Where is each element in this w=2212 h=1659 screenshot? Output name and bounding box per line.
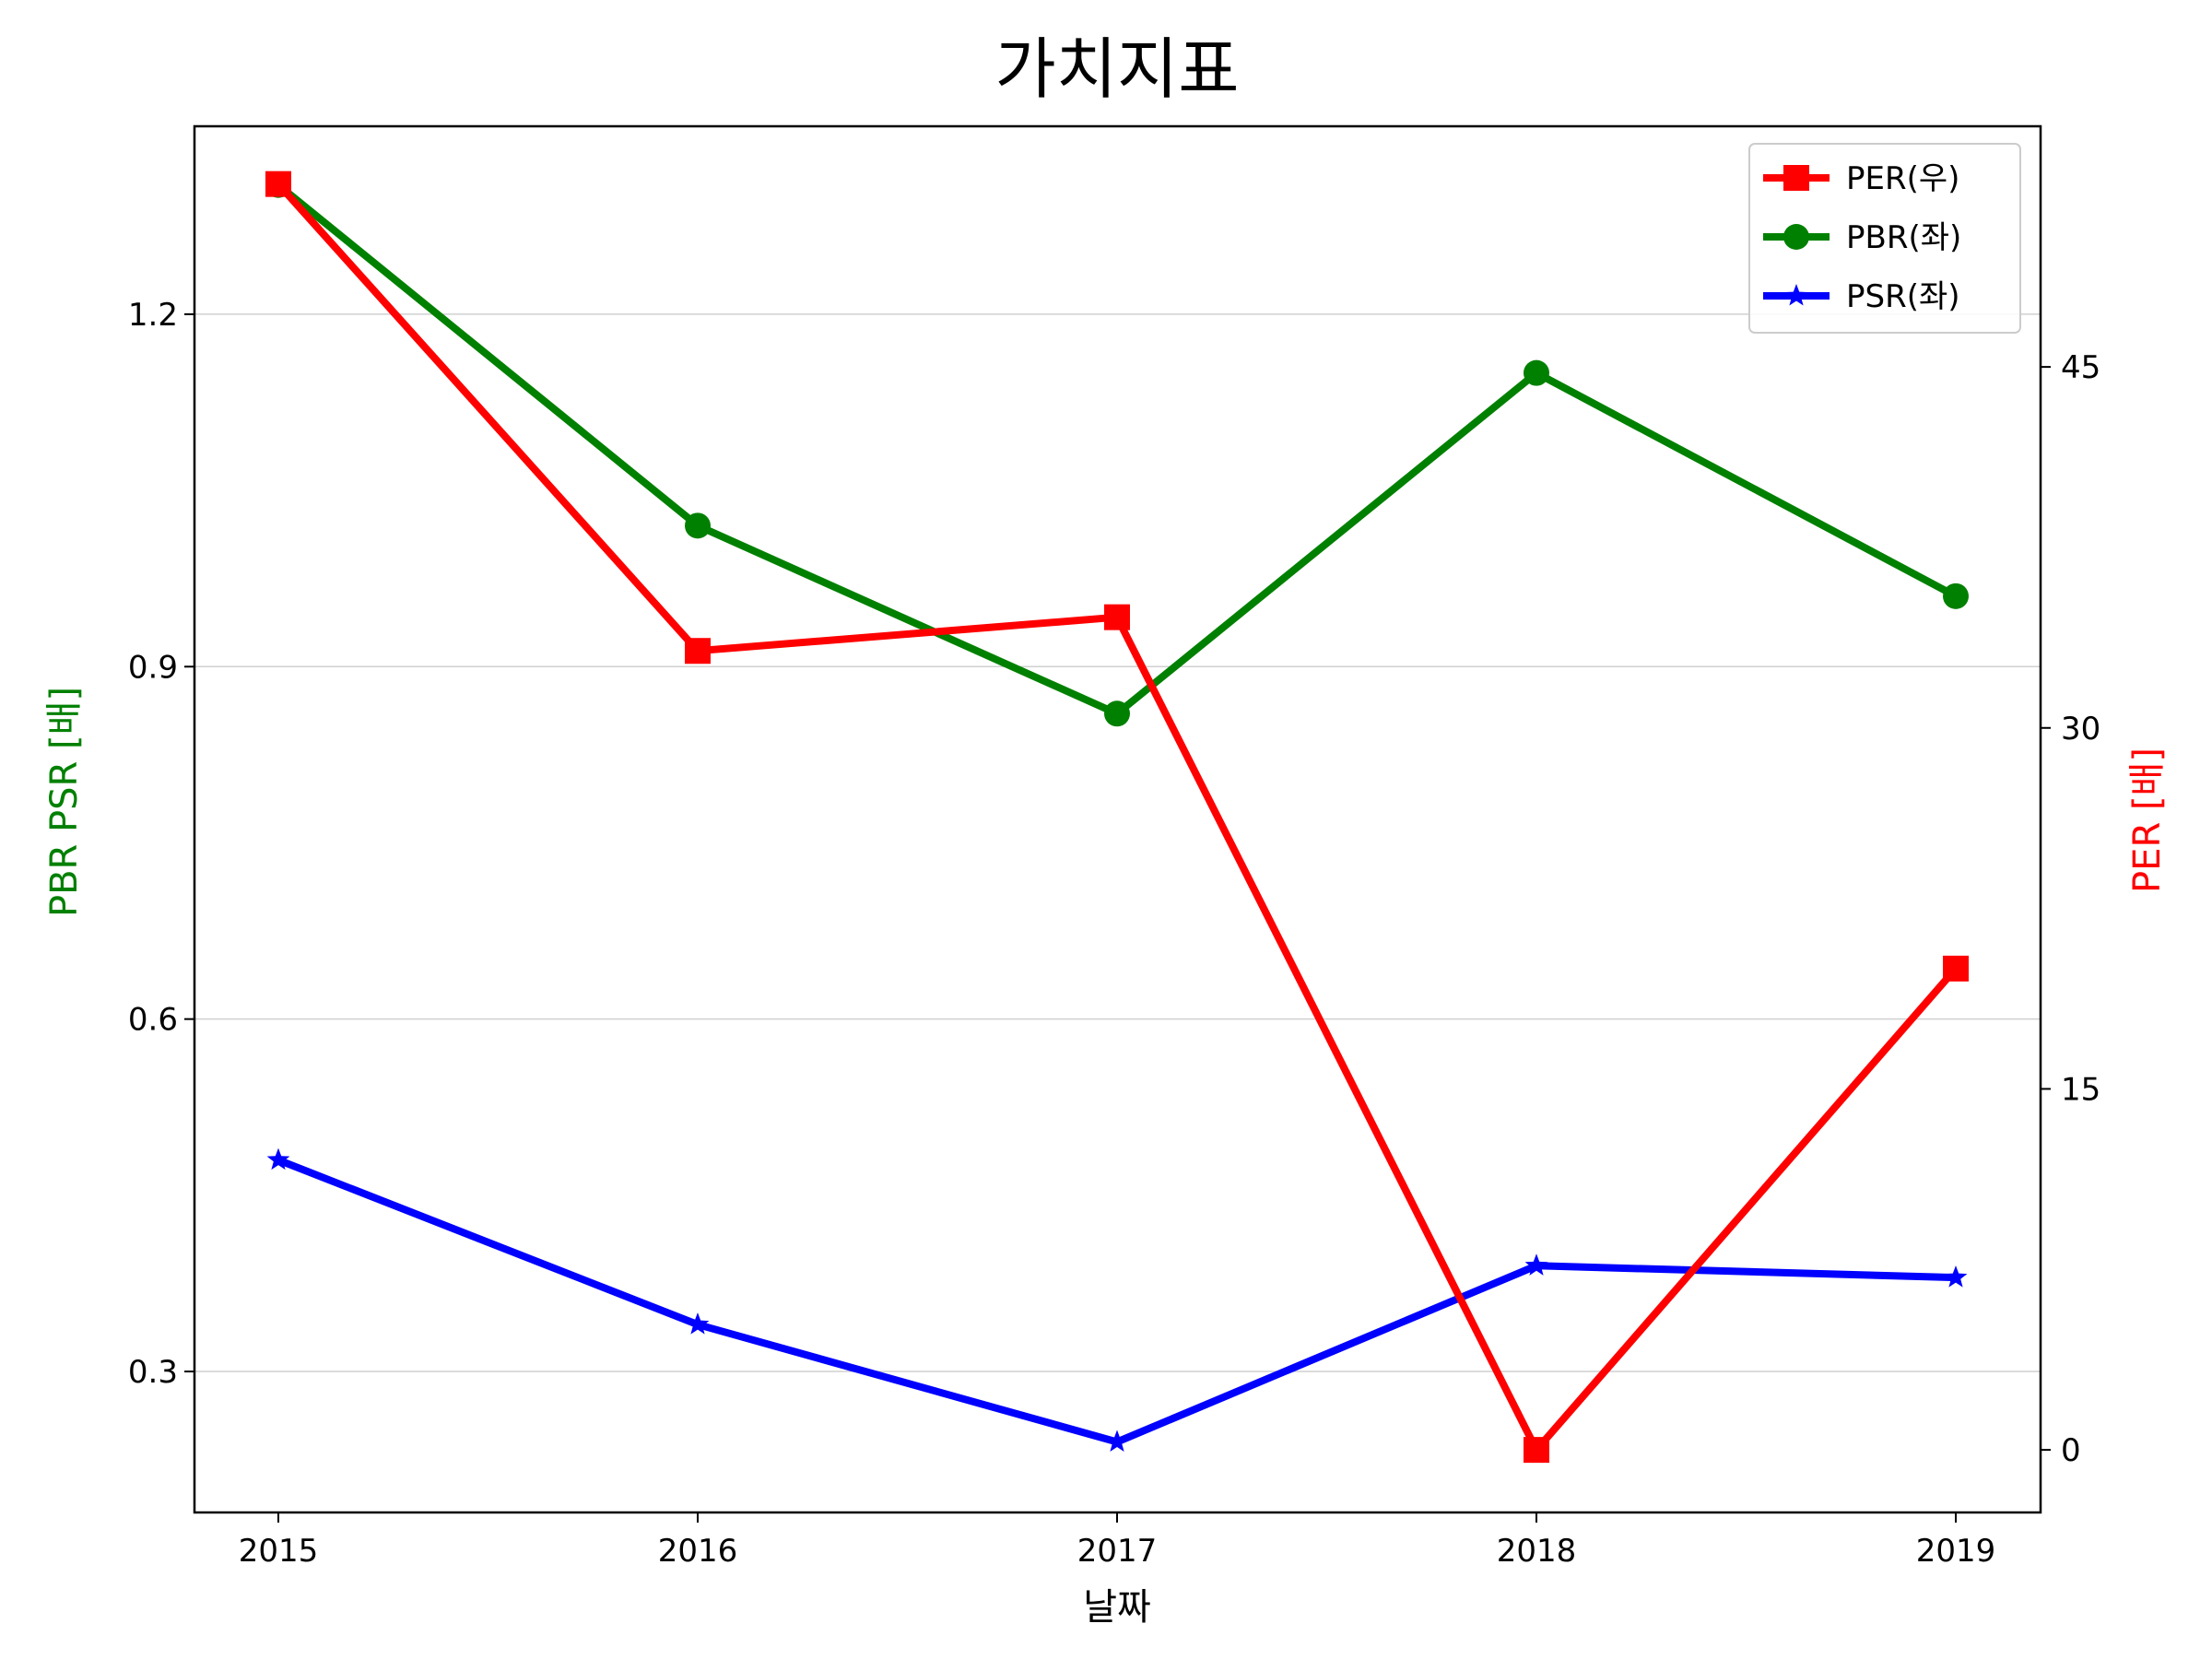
legend-marker-pbr xyxy=(1783,224,1809,250)
legend-marker-per xyxy=(1783,165,1809,191)
data-point-per xyxy=(265,171,291,197)
data-point-psr xyxy=(266,1147,290,1171)
data-point-per xyxy=(1524,1437,1549,1464)
series-psr xyxy=(266,1147,1968,1452)
right-y-tick-label: 45 xyxy=(2061,349,2100,386)
x-tick-label: 2017 xyxy=(1077,1533,1158,1570)
left-y-tick-label: 0.9 xyxy=(128,649,178,686)
legend-label-psr: PSR(좌) xyxy=(1846,278,1960,315)
data-point-pbr xyxy=(1104,700,1130,727)
data-point-pbr xyxy=(685,512,711,539)
left-y-tick-label: 0.3 xyxy=(128,1354,178,1391)
legend-box xyxy=(1748,143,2021,334)
x-tick-label: 2019 xyxy=(1916,1533,1996,1570)
left-y-tick-label: 0.6 xyxy=(128,1002,178,1039)
axes-group: 0.3 0.6 0.9 1.2 0 15 30 45 2015 2016 2017 2018 2019 xyxy=(128,297,2100,1570)
data-point-psr xyxy=(686,1312,710,1335)
data-point-pbr xyxy=(1524,359,1549,386)
series-per xyxy=(265,171,1969,1464)
series-group xyxy=(265,171,1969,1464)
data-point-psr xyxy=(1524,1253,1548,1276)
data-point-per xyxy=(1943,955,1969,982)
legend-label-per: PER(우) xyxy=(1846,160,1959,197)
right-y-tick-label: 30 xyxy=(2061,711,2100,747)
data-point-per xyxy=(685,638,711,665)
data-point-psr xyxy=(1944,1265,1968,1288)
right-y-axis-label: PER [배] xyxy=(2126,747,2169,893)
x-axis-label: 날짜 xyxy=(1083,1586,1151,1629)
right-y-tick-label: 0 xyxy=(2061,1432,2081,1469)
data-point-pbr xyxy=(1943,582,1969,609)
x-tick-label: 2015 xyxy=(239,1533,319,1570)
left-y-axis-label: PBR PSR [배] xyxy=(43,687,86,917)
chart-title: 가치지표 xyxy=(995,30,1240,108)
gridlines xyxy=(194,313,2041,1372)
x-tick-label: 2016 xyxy=(658,1533,738,1570)
left-y-tick-label: 1.2 xyxy=(128,297,178,334)
legend: PER(우) PBR(좌) PSR(좌) xyxy=(1748,143,2021,334)
data-point-psr xyxy=(1105,1430,1129,1452)
legend-label-pbr: PBR(좌) xyxy=(1846,219,1961,256)
legend-marker-psr xyxy=(1784,284,1808,306)
x-tick-label: 2018 xyxy=(1497,1533,1577,1570)
right-y-tick-label: 15 xyxy=(2061,1071,2100,1108)
data-point-per xyxy=(1104,604,1130,630)
